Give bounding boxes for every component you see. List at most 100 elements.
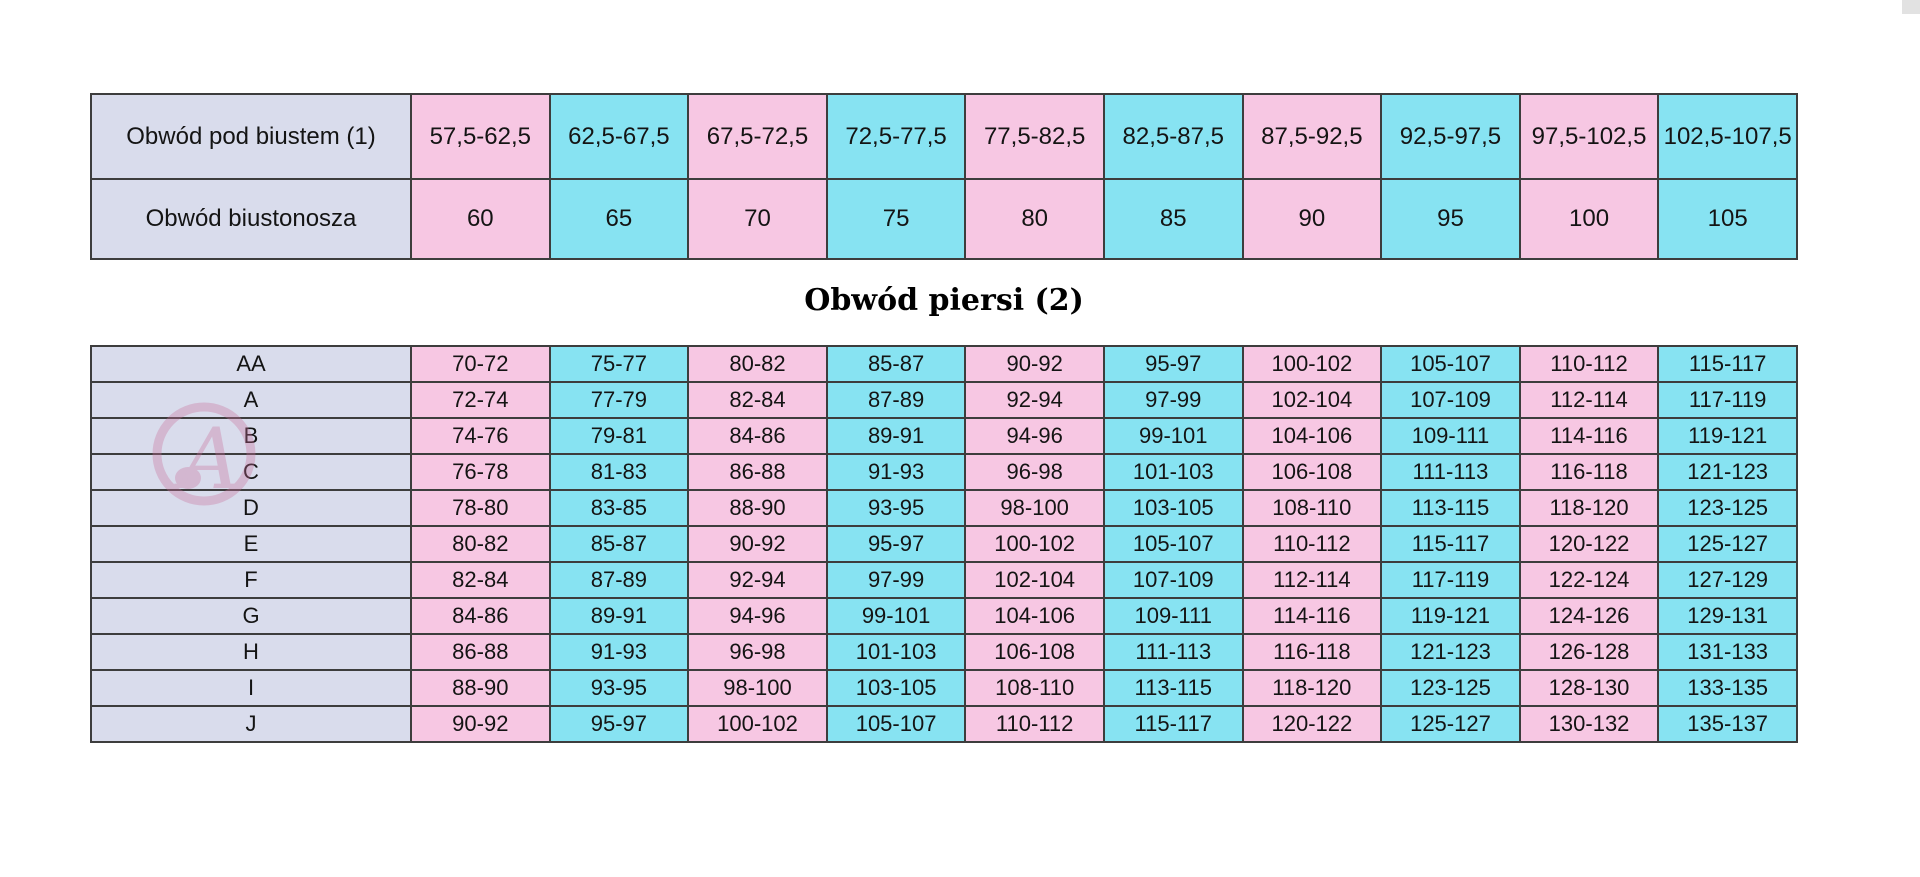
cup-size-table: AA 70-72 75-77 80-82 85-87 90-92 95-97 100-102 1…	[90, 345, 1798, 743]
data-cell: 125-127	[1380, 705, 1521, 743]
data-cell: 90-92	[410, 705, 551, 743]
data-cell: 117-119	[1657, 381, 1798, 419]
row-label-cell: Obwód biustonosza	[90, 178, 412, 260]
data-cell: 120-122	[1241, 705, 1383, 743]
data-cell: 114-116	[1518, 417, 1660, 455]
data-cell: 119-121	[1657, 417, 1798, 455]
data-cell: 110-112	[964, 705, 1105, 743]
data-cell: 67,5-72,5	[687, 93, 828, 180]
data-cell: 114-116	[1241, 597, 1383, 635]
data-cell: 105-107	[825, 705, 967, 743]
band-size-table: Obwód pod biustem (1) 57,5-62,5 62,5-67,5 6…	[90, 93, 1798, 260]
data-cell: 62,5-67,5	[548, 93, 690, 180]
table-row: Obwód biustonosza 60 65 70 75 80 85 90 95 100 105	[90, 178, 1798, 260]
data-cell: 123-125	[1380, 669, 1521, 707]
data-cell: 107-109	[1102, 561, 1244, 599]
table-row: I 88-90 93-95 98-100 103-105 108-110 113-115 11…	[90, 669, 1798, 707]
data-cell: 95-97	[1102, 345, 1244, 383]
section-title: Obwód piersi (2)	[804, 283, 1084, 318]
data-cell: 100-102	[1241, 345, 1383, 383]
data-cell: 101-103	[825, 633, 967, 671]
data-cell: 65	[548, 178, 690, 260]
data-cell: 111-113	[1102, 633, 1244, 671]
data-cell: 127-129	[1657, 561, 1798, 599]
data-cell: 91-93	[548, 633, 690, 671]
data-cell: 100-102	[687, 705, 828, 743]
data-cell: 123-125	[1657, 489, 1798, 527]
row-label-cell: J	[90, 705, 412, 743]
data-cell: 88-90	[410, 669, 551, 707]
data-cell: 84-86	[687, 417, 828, 455]
data-cell: 77-79	[548, 381, 690, 419]
data-cell: 130-132	[1518, 705, 1660, 743]
data-cell: 119-121	[1380, 597, 1521, 635]
data-cell: 102-104	[964, 561, 1105, 599]
data-cell: 86-88	[410, 633, 551, 671]
data-cell: 87-89	[548, 561, 690, 599]
data-cell: 117-119	[1380, 561, 1521, 599]
corner-ui-fragment	[1902, 0, 1920, 14]
table-row: AA 70-72 75-77 80-82 85-87 90-92 95-97 100-102 1…	[90, 345, 1798, 383]
data-cell: 86-88	[687, 453, 828, 491]
data-cell: 80-82	[410, 525, 551, 563]
data-cell: 129-131	[1657, 597, 1798, 635]
data-cell: 75	[825, 178, 967, 260]
data-cell: 87-89	[825, 381, 967, 419]
data-cell: 80-82	[687, 345, 828, 383]
data-cell: 88-90	[687, 489, 828, 527]
data-cell: 95	[1380, 178, 1521, 260]
table-row: Obwód pod biustem (1) 57,5-62,5 62,5-67,5 6…	[90, 93, 1798, 180]
data-cell: 94-96	[964, 417, 1105, 455]
data-cell: 76-78	[410, 453, 551, 491]
data-cell: 99-101	[1102, 417, 1244, 455]
data-cell: 70-72	[410, 345, 551, 383]
data-cell: 102-104	[1241, 381, 1383, 419]
table-row: F 82-84 87-89 92-94 97-99 102-104 107-109 112-1…	[90, 561, 1798, 599]
data-cell: 135-137	[1657, 705, 1798, 743]
data-cell: 92,5-97,5	[1380, 93, 1521, 180]
data-cell: 74-76	[410, 417, 551, 455]
row-label-cell: H	[90, 633, 412, 671]
data-cell: 122-124	[1518, 561, 1660, 599]
table-row: H 86-88 91-93 96-98 101-103 106-108 111-113 116…	[90, 633, 1798, 671]
data-cell: 104-106	[1241, 417, 1383, 455]
data-cell: 83-85	[548, 489, 690, 527]
data-cell: 112-114	[1518, 381, 1660, 419]
data-cell: 79-81	[548, 417, 690, 455]
data-cell: 115-117	[1102, 705, 1244, 743]
data-cell: 80	[964, 178, 1105, 260]
data-cell: 96-98	[964, 453, 1105, 491]
data-cell: 110-112	[1241, 525, 1383, 563]
data-cell: 108-110	[964, 669, 1105, 707]
data-cell: 98-100	[687, 669, 828, 707]
data-cell: 78-80	[410, 489, 551, 527]
data-cell: 72-74	[410, 381, 551, 419]
data-cell: 82-84	[410, 561, 551, 599]
data-cell: 126-128	[1518, 633, 1660, 671]
row-label-cell: E	[90, 525, 412, 563]
data-cell: 106-108	[964, 633, 1105, 671]
data-cell: 92-94	[687, 561, 828, 599]
table-row: E 80-82 85-87 90-92 95-97 100-102 105-107 110-1…	[90, 525, 1798, 563]
data-cell: 85-87	[548, 525, 690, 563]
data-cell: 118-120	[1518, 489, 1660, 527]
data-cell: 90	[1241, 178, 1383, 260]
data-cell: 99-101	[825, 597, 967, 635]
data-cell: 100	[1518, 178, 1660, 260]
row-label-cell: G	[90, 597, 412, 635]
data-cell: 89-91	[825, 417, 967, 455]
table-row: C 76-78 81-83 86-88 91-93 96-98 101-103 106-108…	[90, 453, 1798, 491]
table-row: D 78-80 83-85 88-90 93-95 98-100 103-105 108-11…	[90, 489, 1798, 527]
data-cell: 60	[410, 178, 551, 260]
data-cell: 95-97	[825, 525, 967, 563]
data-cell: 96-98	[687, 633, 828, 671]
data-cell: 90-92	[687, 525, 828, 563]
data-cell: 116-118	[1518, 453, 1660, 491]
data-cell: 103-105	[1102, 489, 1244, 527]
data-cell: 113-115	[1102, 669, 1244, 707]
data-cell: 94-96	[687, 597, 828, 635]
data-cell: 105-107	[1102, 525, 1244, 563]
row-label-cell: D	[90, 489, 412, 527]
data-cell: 85	[1102, 178, 1244, 260]
data-cell: 89-91	[548, 597, 690, 635]
